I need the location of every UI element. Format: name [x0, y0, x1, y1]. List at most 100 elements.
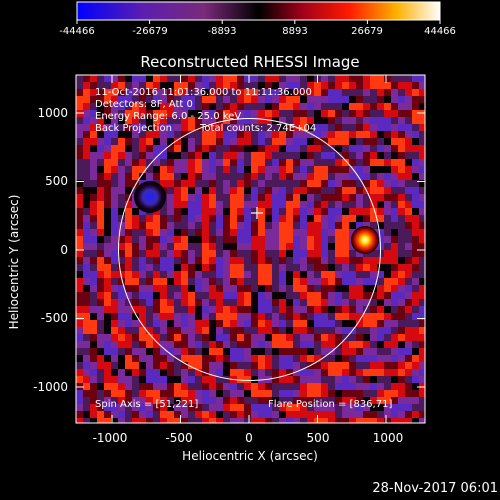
fringe-cell	[412, 313, 419, 320]
fringe-cell	[125, 173, 132, 180]
fringe-cell	[405, 362, 412, 369]
fringe-cell	[209, 292, 216, 299]
fringe-cell	[76, 187, 83, 194]
fringe-cell	[160, 89, 167, 96]
fringe-cell	[342, 180, 349, 187]
fringe-cell	[293, 285, 300, 292]
fringe-cell	[272, 82, 279, 89]
fringe-cell	[384, 327, 391, 334]
fringe-cell	[202, 243, 209, 250]
fringe-cell	[265, 250, 272, 257]
fringe-cell	[258, 341, 265, 348]
fringe-cell	[412, 201, 419, 208]
fringe-cell	[132, 166, 139, 173]
fringe-cell	[419, 236, 425, 243]
fringe-cell	[356, 257, 363, 264]
fringe-cell	[237, 369, 244, 376]
fringe-cell	[160, 131, 167, 138]
fringe-cell	[118, 299, 125, 306]
fringe-cell	[412, 152, 419, 159]
fringe-cell	[195, 411, 202, 418]
fringe-cell	[272, 243, 279, 250]
fringe-cell	[356, 278, 363, 285]
fringe-cell	[167, 138, 174, 145]
fringe-cell	[118, 334, 125, 341]
fringe-cell	[146, 292, 153, 299]
fringe-cell	[272, 180, 279, 187]
fringe-cell	[244, 187, 251, 194]
fringe-cell	[104, 124, 111, 131]
fringe-cell	[97, 292, 104, 299]
fringe-cell	[342, 201, 349, 208]
fringe-cell	[412, 250, 419, 257]
fringe-cell	[146, 250, 153, 257]
fringe-cell	[104, 250, 111, 257]
fringe-cell	[307, 173, 314, 180]
fringe-cell	[391, 264, 398, 271]
fringe-cell	[202, 208, 209, 215]
fringe-cell	[370, 159, 377, 166]
fringe-cell	[335, 145, 342, 152]
fringe-cell	[258, 418, 265, 423]
fringe-cell	[125, 250, 132, 257]
fringe-cell	[251, 320, 258, 327]
fringe-cell	[265, 201, 272, 208]
fringe-cell	[160, 180, 167, 187]
fringe-cell	[139, 173, 146, 180]
fringe-cell	[272, 313, 279, 320]
fringe-cell	[230, 159, 237, 166]
fringe-cell	[405, 390, 412, 397]
fringe-cell	[265, 278, 272, 285]
fringe-cell	[167, 292, 174, 299]
fringe-cell	[258, 229, 265, 236]
fringe-cell	[307, 390, 314, 397]
fringe-cell	[370, 82, 377, 89]
fringe-cell	[195, 96, 202, 103]
fringe-cell	[209, 327, 216, 334]
fringe-cell	[237, 152, 244, 159]
fringe-cell	[160, 299, 167, 306]
fringe-cell	[251, 110, 258, 117]
fringe-cell	[377, 166, 384, 173]
fringe-cell	[195, 131, 202, 138]
fringe-cell	[97, 348, 104, 355]
fringe-cell	[202, 418, 209, 423]
fringe-cell	[279, 271, 286, 278]
fringe-cell	[139, 299, 146, 306]
fringe-cell	[237, 292, 244, 299]
fringe-cell	[335, 103, 342, 110]
fringe-cell	[111, 110, 118, 117]
fringe-cell	[111, 201, 118, 208]
fringe-cell	[174, 243, 181, 250]
fringe-cell	[244, 82, 251, 89]
fringe-cell	[76, 75, 83, 82]
fringe-cell	[307, 89, 314, 96]
fringe-cell	[132, 110, 139, 117]
fringe-cell	[251, 145, 258, 152]
fringe-cell	[314, 341, 321, 348]
fringe-cell	[209, 173, 216, 180]
fringe-cell	[209, 271, 216, 278]
fringe-cell	[356, 376, 363, 383]
fringe-cell	[167, 124, 174, 131]
fringe-cell	[216, 313, 223, 320]
fringe-cell	[328, 404, 335, 411]
fringe-cell	[314, 411, 321, 418]
fringe-cell	[342, 334, 349, 341]
fringe-cell	[167, 397, 174, 404]
fringe-cell	[202, 341, 209, 348]
fringe-cell	[97, 138, 104, 145]
fringe-cell	[216, 75, 223, 82]
fringe-cell	[83, 243, 90, 250]
fringe-cell	[279, 383, 286, 390]
fringe-cell	[223, 334, 230, 341]
fringe-cell	[307, 166, 314, 173]
fringe-cell	[398, 376, 405, 383]
fringe-cell	[300, 110, 307, 117]
fringe-cell	[405, 75, 412, 82]
fringe-cell	[314, 264, 321, 271]
fringe-cell	[244, 250, 251, 257]
fringe-cell	[202, 250, 209, 257]
fringe-cell	[356, 96, 363, 103]
fringe-cell	[321, 404, 328, 411]
